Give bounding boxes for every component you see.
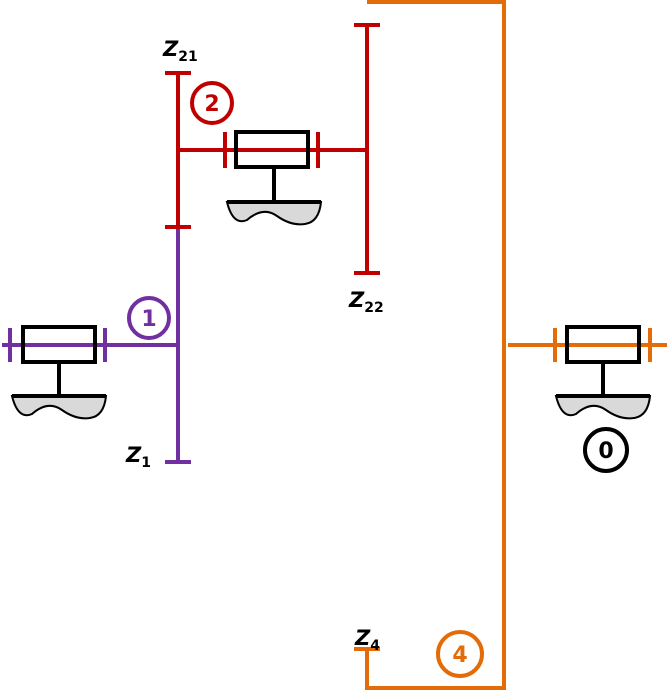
label-z4: Z4 <box>354 626 380 654</box>
bearing-1 <box>10 325 108 420</box>
ground-4-symbol <box>554 395 652 420</box>
part-2-assembly: 2 <box>165 23 380 275</box>
part-4-assembly: 4 <box>354 0 667 690</box>
ground-1-symbol <box>10 395 108 420</box>
frame-0-marker <box>583 427 629 473</box>
part-2-number: 2 <box>204 92 219 117</box>
ground-2-symbol <box>225 201 323 226</box>
frame-0-number: 0 <box>598 439 613 464</box>
part-2-marker <box>190 81 234 125</box>
part-4-marker <box>436 630 484 678</box>
label-z21: Z21 <box>162 37 198 65</box>
bearing-2 <box>225 130 323 226</box>
part-4-housing <box>365 0 506 690</box>
part-1-marker <box>127 296 171 340</box>
part-1-number: 1 <box>141 307 156 332</box>
frame-0-label: 0 <box>583 427 629 473</box>
bearing-4 <box>554 325 652 420</box>
part-1-assembly: 1 <box>2 225 191 464</box>
part-4-number: 4 <box>452 643 467 668</box>
label-z1: Z1 <box>125 443 151 471</box>
label-z22: Z22 <box>348 288 384 316</box>
